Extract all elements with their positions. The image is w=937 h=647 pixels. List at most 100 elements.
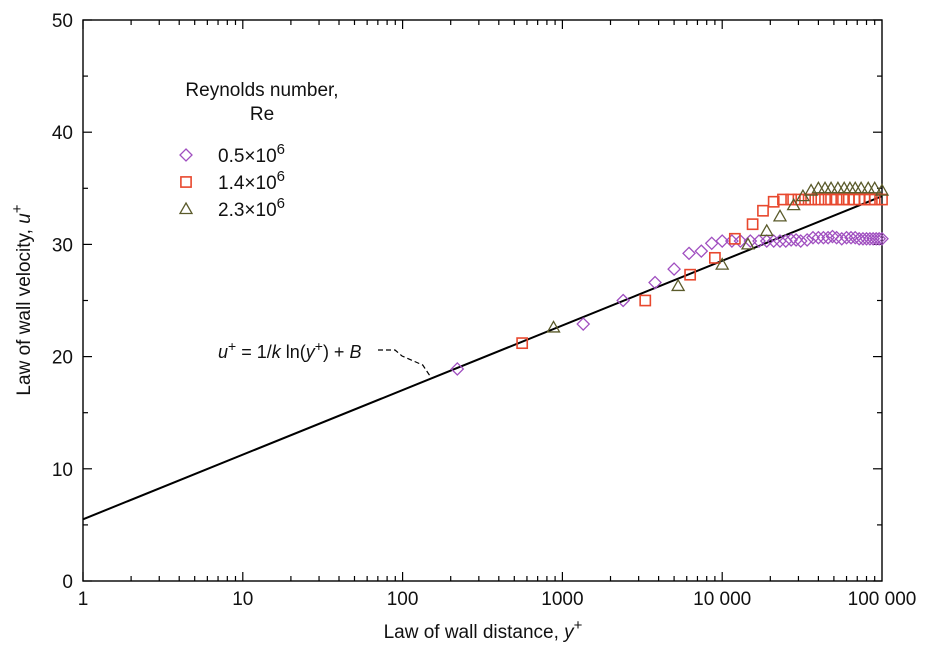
data-point-diamond xyxy=(859,231,874,246)
data-point-diamond xyxy=(450,362,465,376)
data-point-diamond xyxy=(875,231,889,246)
data-point-diamond xyxy=(766,234,781,248)
y-axis-tick-labels: 0 10 20 30 40 50 xyxy=(52,11,73,593)
legend: Reynolds number, Re 0.5×1061.4×1062.3×10… xyxy=(178,80,339,221)
y-tick-label: 10 xyxy=(52,460,73,481)
x-axis-title-var: y xyxy=(562,622,575,643)
x-axis-title-sup: + xyxy=(574,617,583,634)
data-point-square xyxy=(777,193,789,206)
data-point-square xyxy=(792,193,805,206)
data-point-diamond xyxy=(616,293,631,308)
x-axis-tick-labels: 1 10 100 1000 10 000 100 000 xyxy=(78,589,917,610)
y-axis-title: Law of wall velocity, u+ xyxy=(9,204,35,395)
x-tick-label: 100 000 xyxy=(848,589,917,610)
x-axis-title: Law of wall distance, y+ xyxy=(384,617,583,643)
data-point-diamond xyxy=(806,230,820,245)
data-point-diamond xyxy=(856,231,870,246)
data-point-triangle xyxy=(740,237,756,250)
annotation-B: B xyxy=(349,342,361,362)
y-axis-title-text: Law of wall velocity, xyxy=(14,224,35,396)
x-axis-ticks xyxy=(82,20,876,581)
data-point-diamond xyxy=(682,246,696,261)
data-point-square xyxy=(757,204,769,217)
y-tick-label: 20 xyxy=(52,348,73,369)
data-point-diamond xyxy=(759,234,774,248)
data-point-diamond xyxy=(576,317,591,331)
annotation-tail: ) + xyxy=(323,342,350,362)
y-axis-ticks xyxy=(83,19,882,582)
data-point-triangle xyxy=(772,209,788,222)
data-point-triangle xyxy=(823,180,839,194)
data-point-diamond xyxy=(784,232,799,247)
legend-label: 1.4×106 xyxy=(218,168,285,194)
data-point-square xyxy=(812,193,825,206)
data-point-square xyxy=(516,337,529,350)
data-point-square xyxy=(684,268,697,281)
data-point-diamond xyxy=(811,230,826,245)
legend-marker-square xyxy=(180,176,192,188)
annotation-plus2: + xyxy=(315,338,323,354)
legend-marker-diamond xyxy=(179,148,193,162)
data-point-triangle xyxy=(546,320,561,333)
data-markers xyxy=(450,180,890,376)
y-axis-title-sup: + xyxy=(9,204,26,213)
series-2-markers xyxy=(516,193,888,350)
annotation-y: y xyxy=(304,342,316,362)
data-point-triangle xyxy=(759,223,774,237)
data-point-square xyxy=(746,218,759,231)
annotation-ln: ln( xyxy=(281,342,306,362)
data-point-square xyxy=(868,193,881,206)
y-tick-label: 40 xyxy=(52,123,73,144)
data-point-square xyxy=(767,195,780,208)
x-tick-label: 10 000 xyxy=(693,589,751,610)
annotation-eq: = 1/ xyxy=(236,342,272,362)
annotation-k: k xyxy=(272,342,282,362)
data-point-diamond xyxy=(648,275,662,290)
data-point-diamond xyxy=(793,234,808,248)
annotation-plus1: + xyxy=(228,338,236,354)
data-point-square xyxy=(639,294,652,307)
data-point-diamond xyxy=(667,262,682,277)
annotation-u: u xyxy=(218,342,228,362)
x-axis-title-text: Law of wall distance, xyxy=(384,622,565,643)
data-point-triangle xyxy=(671,278,686,292)
data-point-diamond xyxy=(789,232,804,247)
data-point-diamond xyxy=(733,234,748,248)
law-of-wall-fit-line xyxy=(82,195,883,521)
data-point-triangle xyxy=(867,180,882,194)
annotation-leader-line xyxy=(378,349,432,378)
series-1-markers xyxy=(450,229,889,376)
data-point-diamond xyxy=(869,231,884,246)
data-point-triangle xyxy=(715,257,730,270)
data-point-diamond xyxy=(778,234,793,248)
data-point-diamond xyxy=(715,234,730,248)
y-axis-title-var: u xyxy=(14,213,35,224)
series-3-markers xyxy=(546,180,890,333)
data-point-diamond xyxy=(862,231,877,246)
data-point-diamond xyxy=(872,231,887,246)
legend-label: 2.3×106 xyxy=(218,195,285,221)
legend-title-line1: Reynolds number, xyxy=(185,80,338,101)
data-point-triangle xyxy=(786,197,801,211)
legend-title-line2: Re xyxy=(250,104,274,125)
data-point-diamond xyxy=(704,236,719,251)
data-point-square xyxy=(708,251,721,264)
legend-marker-triangle xyxy=(178,201,194,215)
data-point-square xyxy=(728,232,741,245)
x-tick-label: 100 xyxy=(387,589,419,610)
y-tick-label: 0 xyxy=(62,572,73,593)
plot-area-frame xyxy=(82,19,883,582)
y-tick-label: 50 xyxy=(52,11,73,32)
data-point-diamond xyxy=(844,230,858,245)
x-tick-label: 10 xyxy=(232,589,253,610)
data-point-square xyxy=(830,193,843,206)
data-point-diamond xyxy=(773,234,787,248)
annotation-equation: u+ = 1/k ln(y+) + B xyxy=(218,338,361,362)
data-point-diamond xyxy=(694,244,709,259)
data-point-diamond xyxy=(829,230,844,245)
x-tick-label: 1 xyxy=(78,589,89,610)
legend-label: 0.5×106 xyxy=(218,141,285,167)
data-point-triangle xyxy=(874,183,890,196)
